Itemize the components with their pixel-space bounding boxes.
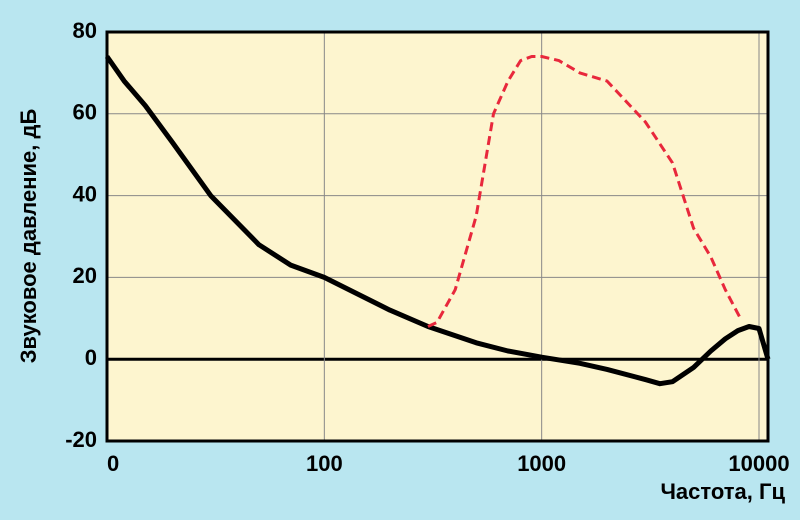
x-axis-label: Частота, Гц (660, 479, 785, 504)
plot-area (107, 32, 768, 441)
x-tick-label: 0 (107, 451, 119, 476)
x-tick-label: 10000 (728, 451, 789, 476)
y-tick-label: 60 (73, 100, 97, 125)
marks (104, 55, 771, 387)
y-axis-label: Звуковое давление, дБ (16, 109, 41, 364)
plot-border (105, 30, 770, 443)
y-tick-label: 40 (73, 181, 97, 206)
y-tick-label: 80 (73, 18, 97, 43)
data-line (104, 55, 771, 387)
y-tick-label: -20 (65, 427, 97, 452)
x-tick-label: 1000 (517, 451, 566, 476)
x-tick-label: 100 (306, 451, 343, 476)
y-tick-label: 20 (73, 263, 97, 288)
y-tick-label: 0 (85, 345, 97, 370)
